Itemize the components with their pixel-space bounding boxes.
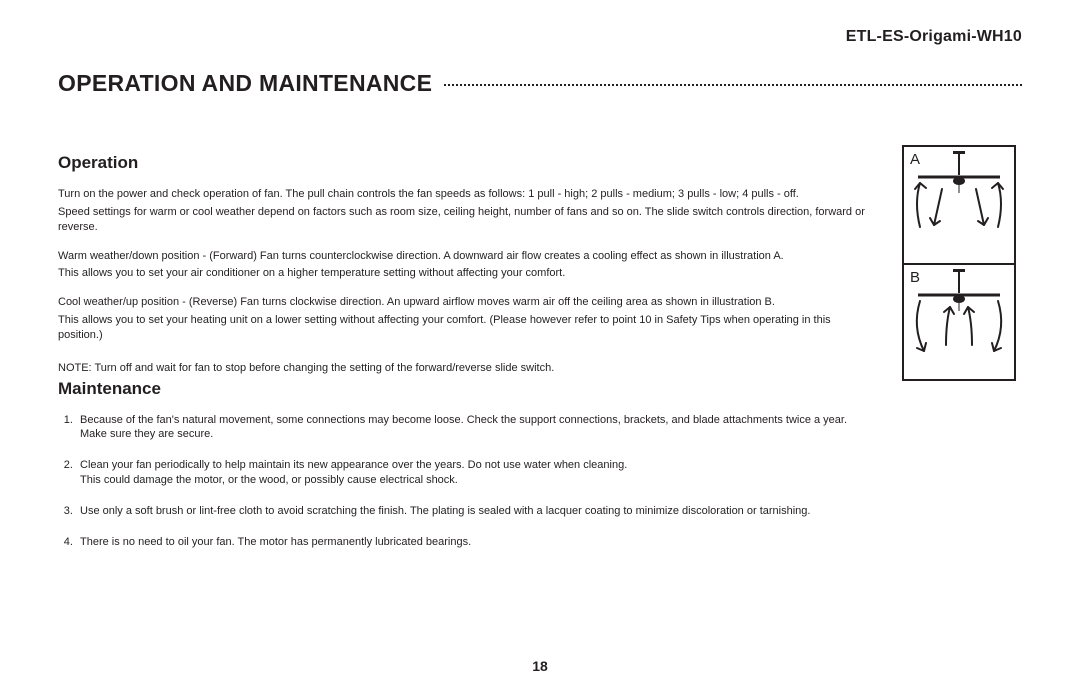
illustration-a: A — [904, 147, 1014, 263]
maintenance-item-3: Use only a soft brush or lint-free cloth… — [76, 504, 878, 519]
operation-note: NOTE: Turn off and wait for fan to stop … — [58, 361, 878, 376]
maintenance-item-1-main: Because of the fan's natural movement, s… — [80, 414, 847, 426]
illustration-b: B — [904, 263, 1014, 379]
maintenance-heading: Maintenance — [58, 379, 878, 399]
maintenance-item-4: There is no need to oil your fan. The mo… — [76, 535, 878, 550]
operation-para-1: Turn on the power and check operation of… — [58, 187, 878, 202]
operation-heading: Operation — [58, 153, 878, 173]
maintenance-item-3-main: Use only a soft brush or lint-free cloth… — [80, 505, 810, 517]
maintenance-item-2-sub: This could damage the motor, or the wood… — [80, 473, 878, 488]
maintenance-item-1-sub: Make sure they are secure. — [80, 427, 878, 442]
illustration-a-label: A — [910, 151, 920, 168]
illustration-b-label: B — [910, 269, 920, 286]
maintenance-item-1: Because of the fan's natural movement, s… — [76, 413, 878, 443]
fan-up-icon — [904, 265, 1014, 377]
dotted-rule — [444, 84, 1022, 86]
page-number: 18 — [0, 658, 1080, 674]
model-number: ETL-ES-Origami-WH10 — [846, 28, 1022, 46]
section-title: OPERATION AND MAINTENANCE — [58, 70, 444, 97]
fan-down-icon — [904, 147, 1014, 259]
operation-para-4: This allows you to set your air conditio… — [58, 266, 878, 281]
maintenance-list: Because of the fan's natural movement, s… — [58, 413, 878, 550]
illustration-box: A — [902, 145, 1016, 381]
maintenance-item-2-main: Clean your fan periodically to help main… — [80, 459, 627, 471]
operation-para-6: This allows you to set your heating unit… — [58, 313, 878, 343]
operation-para-5: Cool weather/up position - (Reverse) Fan… — [58, 295, 878, 310]
operation-para-3: Warm weather/down position - (Forward) F… — [58, 249, 878, 264]
maintenance-item-4-main: There is no need to oil your fan. The mo… — [80, 536, 471, 548]
maintenance-item-2: Clean your fan periodically to help main… — [76, 458, 878, 488]
section-title-row: OPERATION AND MAINTENANCE — [58, 70, 1022, 97]
operation-para-2: Speed settings for warm or cool weather … — [58, 205, 878, 235]
